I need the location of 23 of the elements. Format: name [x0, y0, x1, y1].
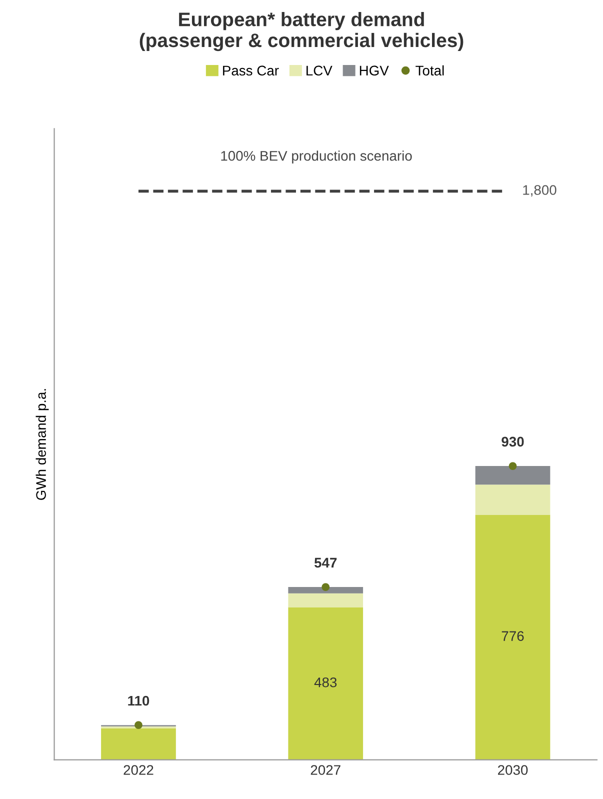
bar	[475, 466, 550, 485]
text: 100% BEV production scenario	[221, 150, 412, 164]
data-label: 547	[314, 558, 337, 568]
ref-line-label: 1,800	[523, 185, 556, 197]
legend-label: Pass Car	[223, 66, 279, 76]
data-label: 776	[502, 631, 524, 641]
x-tick-label: 2030	[498, 765, 528, 775]
y-axis-title: GWh demand p.a.	[36, 389, 49, 500]
data-label: 483	[314, 677, 337, 688]
legend-label: Total	[416, 65, 444, 76]
bar	[475, 484, 550, 515]
bar	[288, 587, 364, 594]
x-tick-label: 2022	[124, 765, 154, 775]
legend-label: HGV	[360, 66, 389, 76]
chart-title: European* battery demand (passenger & commercial vehicles)	[140, 12, 464, 52]
data-label: 110	[128, 696, 150, 706]
bar	[101, 728, 176, 760]
x-tick-label: 2027	[310, 765, 340, 775]
data-label: 930	[502, 436, 524, 447]
bar	[475, 514, 550, 760]
legend-label: LCV	[306, 66, 332, 76]
bar	[288, 607, 364, 760]
bar	[288, 593, 364, 608]
